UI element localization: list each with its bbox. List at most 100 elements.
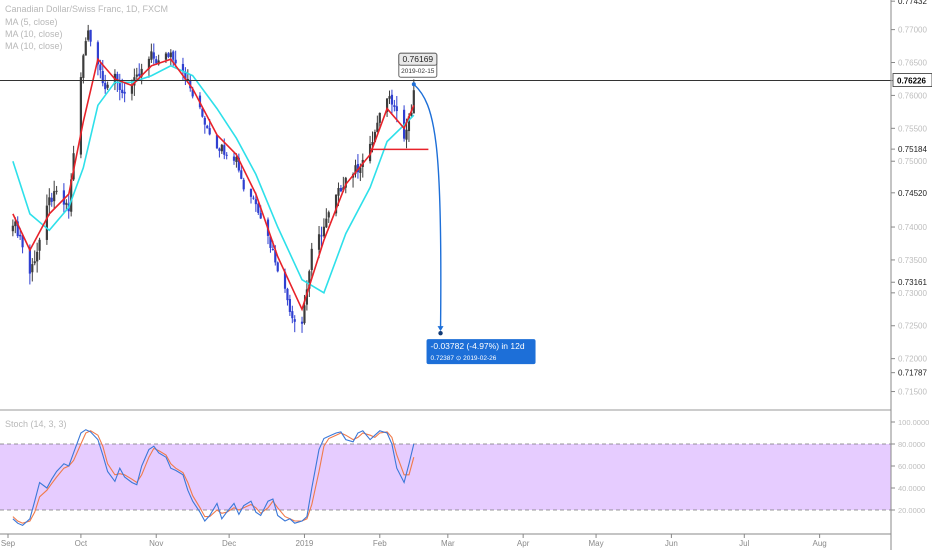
candle bbox=[104, 74, 107, 94]
price-tick-label: 0.76500 bbox=[898, 59, 927, 68]
candle bbox=[232, 152, 236, 165]
candle bbox=[293, 315, 296, 333]
price-tick-label: 0.73000 bbox=[898, 289, 927, 298]
stoch-tick-label: 60.0000 bbox=[898, 462, 925, 471]
candle bbox=[138, 63, 141, 79]
time-tick-label: Apr bbox=[517, 539, 530, 548]
candle bbox=[169, 49, 172, 67]
candle bbox=[390, 89, 394, 115]
candle bbox=[33, 250, 36, 266]
symbol-title: Canadian Dollar/Swiss Franc, 1D, FXCM bbox=[5, 4, 169, 14]
candle bbox=[317, 225, 321, 259]
candle bbox=[354, 159, 357, 178]
price-tick-label: 0.71500 bbox=[898, 388, 927, 397]
stochastic-pane[interactable] bbox=[0, 409, 891, 527]
candle bbox=[79, 72, 82, 159]
candle bbox=[327, 210, 330, 223]
time-tick-label: Jun bbox=[665, 539, 678, 548]
price-tick-label: 0.73500 bbox=[898, 256, 927, 265]
candle bbox=[249, 188, 253, 204]
ma-fast-legend: MA (5, close) bbox=[5, 17, 58, 27]
ma-slow-line bbox=[12, 64, 415, 294]
candle bbox=[123, 81, 126, 103]
projection-target: 0.72387 ⊙ 2019-02-26 bbox=[431, 355, 497, 362]
projection-change: -0.03782 (-4.97%) in 12d bbox=[431, 341, 525, 351]
stoch-tick-label: 40.0000 bbox=[898, 484, 925, 493]
stoch-tick-label: 20.0000 bbox=[898, 506, 925, 515]
price-tick-label: 0.75184 bbox=[898, 145, 927, 154]
candle bbox=[16, 216, 19, 238]
candle bbox=[322, 218, 325, 238]
candle bbox=[286, 287, 289, 306]
time-tick-label: Mar bbox=[441, 539, 455, 548]
candle bbox=[106, 81, 109, 91]
candle bbox=[96, 40, 100, 76]
projection-start bbox=[411, 82, 416, 87]
current-price-tag: 0.76226 bbox=[892, 73, 932, 87]
candle bbox=[48, 188, 51, 216]
candle bbox=[118, 73, 121, 101]
candle bbox=[388, 90, 391, 104]
price-tick-label: 0.74520 bbox=[898, 189, 927, 198]
candle bbox=[53, 180, 56, 209]
stoch-d-line bbox=[12, 430, 415, 524]
candle bbox=[215, 134, 219, 150]
price-tick-label: 0.73161 bbox=[898, 278, 927, 287]
candle bbox=[218, 147, 221, 158]
ma-slow-legend: MA (10, close) bbox=[5, 29, 63, 39]
candle bbox=[393, 99, 396, 112]
price-tick-label: 0.77000 bbox=[898, 26, 927, 35]
stoch-title: Stoch (14, 3, 3) bbox=[5, 419, 67, 429]
stoch-tick-label: 80.0000 bbox=[898, 440, 925, 449]
price-tick-label: 0.77432 bbox=[898, 0, 927, 6]
candle bbox=[189, 74, 192, 92]
candle bbox=[325, 208, 328, 228]
candle bbox=[181, 57, 185, 81]
candle bbox=[38, 237, 41, 260]
candle bbox=[203, 115, 206, 134]
candle bbox=[276, 261, 279, 273]
candle bbox=[378, 112, 381, 129]
candle bbox=[50, 192, 53, 207]
candle bbox=[242, 177, 245, 192]
candle bbox=[320, 226, 323, 247]
candle bbox=[220, 143, 223, 154]
candle bbox=[89, 29, 92, 47]
stoch-band bbox=[0, 444, 891, 510]
candle bbox=[334, 194, 338, 217]
candle bbox=[55, 185, 58, 195]
candle bbox=[11, 219, 14, 237]
candle bbox=[82, 53, 85, 84]
price-tick-label: 0.75000 bbox=[898, 157, 927, 166]
candle bbox=[240, 164, 243, 180]
candle bbox=[310, 242, 313, 279]
candle bbox=[339, 185, 343, 193]
price-tick-label: 0.75500 bbox=[898, 124, 927, 133]
price-tick-label: 0.74000 bbox=[898, 223, 927, 232]
price-callout[interactable]: 0.76169 2019-02-15 bbox=[398, 52, 438, 78]
candle bbox=[36, 242, 39, 273]
ma-fast-line bbox=[12, 57, 415, 312]
stoch-k-line bbox=[12, 429, 415, 527]
price-tick-label: 0.72500 bbox=[898, 322, 927, 331]
price-tick-label: 0.72000 bbox=[898, 355, 927, 364]
candle bbox=[167, 52, 170, 59]
candle bbox=[376, 115, 379, 133]
projection-label[interactable]: -0.03782 (-4.97%) in 12d 0.72387 ⊙ 2019-0… bbox=[426, 339, 536, 365]
candle bbox=[84, 37, 87, 56]
projection-arrow bbox=[413, 83, 442, 330]
time-tick-label: Feb bbox=[373, 539, 387, 548]
candle bbox=[150, 43, 153, 63]
candle bbox=[206, 124, 209, 129]
price-pane[interactable]: 0.76169 2019-02-15 -0.03782 (-4.97%) in 12… bbox=[0, 24, 891, 365]
projection-arrowhead bbox=[437, 326, 444, 332]
callout-date: 2019-02-15 bbox=[401, 68, 435, 75]
candle bbox=[395, 95, 398, 123]
candle bbox=[300, 316, 304, 333]
candle bbox=[21, 233, 24, 254]
candle bbox=[87, 24, 90, 42]
candle bbox=[31, 258, 34, 282]
candle bbox=[269, 235, 272, 253]
